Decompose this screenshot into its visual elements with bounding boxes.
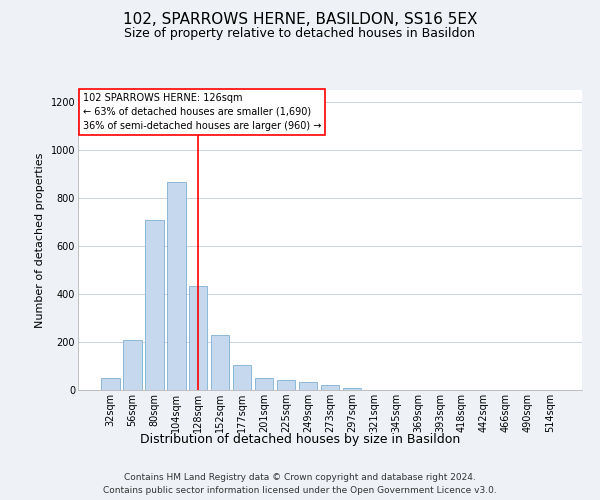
- Bar: [145, 220, 164, 390]
- Text: Size of property relative to detached houses in Basildon: Size of property relative to detached ho…: [125, 28, 476, 40]
- Bar: [277, 380, 295, 390]
- Text: Contains HM Land Registry data © Crown copyright and database right 2024.: Contains HM Land Registry data © Crown c…: [124, 472, 476, 482]
- Y-axis label: Number of detached properties: Number of detached properties: [35, 152, 45, 328]
- Bar: [101, 378, 119, 390]
- Bar: [255, 378, 274, 390]
- Bar: [320, 384, 340, 390]
- Bar: [343, 388, 361, 390]
- Bar: [123, 340, 142, 390]
- Bar: [211, 335, 229, 390]
- Text: Distribution of detached houses by size in Basildon: Distribution of detached houses by size …: [140, 432, 460, 446]
- Text: 102, SPARROWS HERNE, BASILDON, SS16 5EX: 102, SPARROWS HERNE, BASILDON, SS16 5EX: [123, 12, 477, 28]
- Bar: [189, 286, 208, 390]
- Text: 102 SPARROWS HERNE: 126sqm
← 63% of detached houses are smaller (1,690)
36% of s: 102 SPARROWS HERNE: 126sqm ← 63% of deta…: [83, 93, 322, 131]
- Bar: [233, 365, 251, 390]
- Bar: [167, 182, 185, 390]
- Text: Contains public sector information licensed under the Open Government Licence v3: Contains public sector information licen…: [103, 486, 497, 495]
- Bar: [299, 382, 317, 390]
